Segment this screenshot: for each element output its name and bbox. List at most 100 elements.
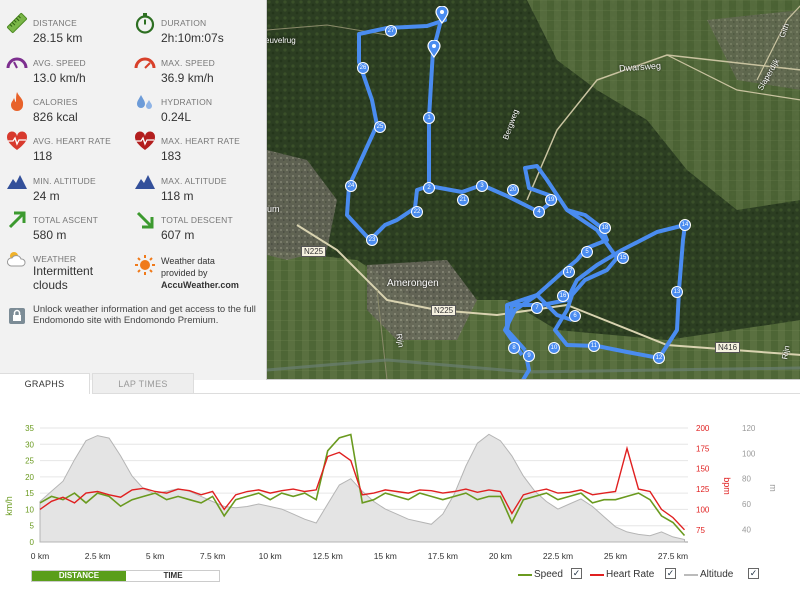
x-tick-label: 15 km bbox=[374, 551, 397, 561]
place-label-amerongen: Amerongen bbox=[387, 278, 439, 289]
stopwatch-icon bbox=[135, 13, 155, 34]
km-marker[interactable]: 24 bbox=[345, 180, 357, 192]
km-marker[interactable]: 12 bbox=[653, 352, 665, 364]
speed-axis-label: km/h bbox=[4, 496, 14, 516]
stat-calories: CALORIES 826 kcal bbox=[0, 85, 128, 124]
legend-label: Altitude bbox=[700, 569, 734, 580]
tab-lap-times[interactable]: LAP TIMES bbox=[92, 373, 194, 394]
km-marker[interactable]: 17 bbox=[563, 266, 575, 278]
altitude-tick-label: 100 bbox=[742, 449, 756, 458]
workout-chart[interactable]: 0 km 2.5 km 5 km 7.5 km 10 km 12.5 km 15 km 17.… bbox=[0, 394, 800, 564]
altitude-axis-label: m bbox=[768, 484, 778, 492]
km-marker[interactable]: 23 bbox=[366, 234, 378, 246]
speed-tick-label: 30 bbox=[25, 440, 34, 449]
x-tick-label: 17.5 km bbox=[428, 551, 458, 561]
speedometer-purple-icon bbox=[6, 57, 28, 69]
heart-rate-tick-label: 100 bbox=[696, 505, 710, 514]
accuweather-sun-icon bbox=[135, 255, 155, 275]
km-marker[interactable]: 16 bbox=[557, 290, 569, 302]
heart-pulse-max-icon bbox=[134, 131, 156, 150]
x-tick-label: 25 km bbox=[604, 551, 627, 561]
km-marker[interactable]: 21 bbox=[457, 194, 469, 206]
stat-label: TOTAL ASCENT bbox=[33, 215, 99, 225]
stat-label: MAX. HEART RATE bbox=[161, 136, 241, 146]
km-marker[interactable]: 7 bbox=[531, 302, 543, 314]
stat-value: 36.9 km/h bbox=[161, 71, 214, 85]
km-marker[interactable]: 5 bbox=[581, 246, 593, 258]
altitude-tick-label: 60 bbox=[742, 500, 751, 509]
km-marker[interactable]: 27 bbox=[385, 25, 397, 37]
x-tick-label: 10 km bbox=[259, 551, 282, 561]
altitude-checkbox[interactable]: ✓ bbox=[748, 568, 759, 579]
stat-label: TOTAL DESCENT bbox=[161, 215, 233, 225]
speedometer-red-icon bbox=[134, 57, 156, 69]
legend-swatch bbox=[518, 574, 532, 576]
km-marker[interactable]: 22 bbox=[411, 206, 423, 218]
altitude-tick-label: 120 bbox=[742, 424, 756, 433]
heart-rate-tick-label: 125 bbox=[696, 485, 710, 494]
weather-label: WEATHER bbox=[33, 254, 77, 264]
axis-mode-toggle: DISTANCE TIME bbox=[31, 570, 220, 582]
tab-divider bbox=[194, 393, 800, 394]
start-pin-icon[interactable] bbox=[435, 6, 449, 24]
accuweather-credit: Weather data provided by AccuWeather.com bbox=[161, 255, 261, 291]
km-marker[interactable]: 8 bbox=[508, 342, 520, 354]
legend-swatch bbox=[684, 574, 698, 576]
stat-label: AVG. HEART RATE bbox=[33, 136, 111, 146]
km-marker[interactable]: 13 bbox=[671, 286, 683, 298]
km-marker[interactable]: 4 bbox=[533, 206, 545, 218]
speed-tick-label: 5 bbox=[30, 522, 35, 531]
toggle-distance[interactable]: DISTANCE bbox=[32, 571, 126, 581]
speed-tick-label: 20 bbox=[25, 473, 34, 482]
altitude-axis-ticks: 40 60 80 100 120 bbox=[742, 424, 756, 534]
x-tick-label: 12.5 km bbox=[313, 551, 343, 561]
km-marker[interactable]: 15 bbox=[617, 252, 629, 264]
km-marker[interactable]: 11 bbox=[588, 340, 600, 352]
premium-upsell-text[interactable]: Unlock weather information and get acces… bbox=[33, 304, 256, 326]
km-marker[interactable]: 20 bbox=[507, 184, 519, 196]
km-marker[interactable]: 9 bbox=[523, 350, 535, 362]
stat-value: 0.24L bbox=[161, 110, 192, 124]
place-label-heuvelrug: euvelrug bbox=[266, 36, 296, 45]
km-marker[interactable]: 2 bbox=[423, 182, 435, 194]
ruler-icon bbox=[7, 13, 27, 33]
stat-duration: DURATION 2h:10m:07s bbox=[0, 6, 224, 45]
stat-value: 607 m bbox=[161, 228, 195, 242]
km-marker[interactable]: 1 bbox=[423, 112, 435, 124]
stat-total-ascent: TOTAL ASCENT 580 m bbox=[0, 203, 128, 242]
speed-tick-label: 15 bbox=[25, 489, 34, 498]
accuweather-link[interactable]: AccuWeather.com bbox=[161, 280, 239, 290]
km-marker[interactable]: 25 bbox=[374, 121, 386, 133]
speed-checkbox[interactable]: ✓ bbox=[571, 568, 582, 579]
km-marker[interactable]: 14 bbox=[679, 219, 691, 231]
x-tick-label: 27.5 km bbox=[658, 551, 688, 561]
accuweather-line2: provided by bbox=[161, 268, 208, 278]
heart-rate-tick-label: 150 bbox=[696, 465, 710, 474]
altitude-tick-label: 40 bbox=[742, 525, 751, 534]
speed-tick-label: 0 bbox=[30, 538, 35, 547]
stat-hydration: HYDRATION 0.24L bbox=[0, 85, 212, 124]
km-marker[interactable]: 10 bbox=[548, 342, 560, 354]
stat-value: 826 kcal bbox=[33, 110, 78, 124]
km-marker[interactable]: 3 bbox=[476, 180, 488, 192]
tab-graphs[interactable]: GRAPHS bbox=[0, 373, 90, 394]
mountain-min-icon bbox=[7, 175, 27, 189]
stat-value: 118 m bbox=[161, 189, 194, 203]
x-tick-label: 2.5 km bbox=[85, 551, 111, 561]
km-marker[interactable]: 18 bbox=[599, 222, 611, 234]
speed-tick-label: 35 bbox=[25, 424, 34, 433]
km-marker[interactable]: 6 bbox=[569, 310, 581, 322]
heart-rate-tick-label: 200 bbox=[696, 424, 710, 433]
end-pin-icon[interactable] bbox=[427, 40, 441, 58]
heart-rate-checkbox[interactable]: ✓ bbox=[665, 568, 676, 579]
stat-value: 28.15 km bbox=[33, 31, 83, 45]
stat-label: HYDRATION bbox=[161, 97, 213, 107]
route-map[interactable]: Amerongen Dwarsweg Slaperdijk Bergweg eu… bbox=[266, 0, 800, 380]
stat-value: 13.0 km/h bbox=[33, 71, 86, 85]
toggle-time[interactable]: TIME bbox=[127, 571, 219, 581]
km-marker[interactable]: 26 bbox=[357, 62, 369, 74]
stat-label: DISTANCE bbox=[33, 18, 77, 28]
flame-icon bbox=[11, 92, 24, 111]
km-marker[interactable]: 19 bbox=[545, 194, 557, 206]
stat-label: MIN. ALTITUDE bbox=[33, 176, 96, 186]
